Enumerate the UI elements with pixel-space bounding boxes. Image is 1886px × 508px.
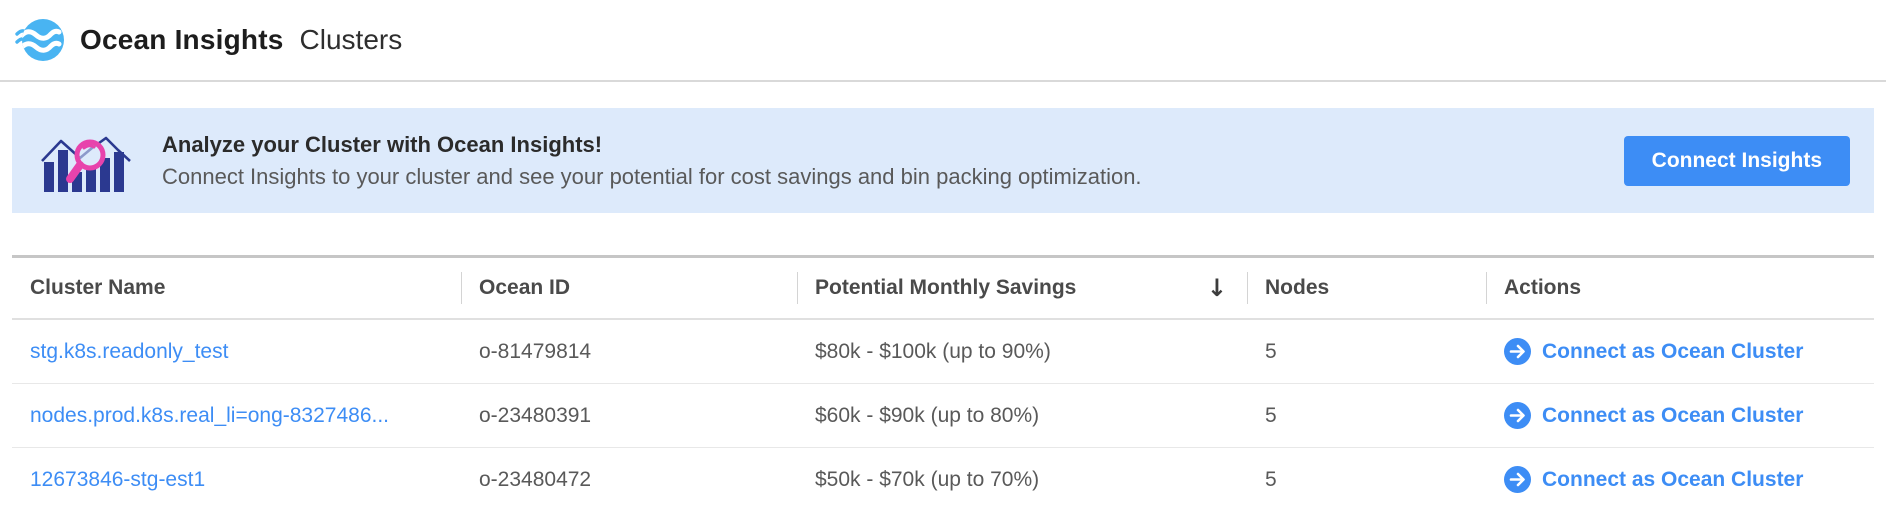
- table-row: 12673846-stg-est1 o-23480472 $50k - $70k…: [12, 448, 1874, 508]
- clusters-table: Cluster Name Ocean ID Potential Monthly …: [12, 255, 1874, 508]
- table-row: nodes.prod.k8s.real_li=ong-8327486... o-…: [12, 384, 1874, 448]
- connect-as-ocean-cluster-link[interactable]: Connect as Ocean Cluster: [1504, 402, 1803, 429]
- insights-banner: Analyze your Cluster with Ocean Insights…: [12, 108, 1874, 213]
- column-header-nodes[interactable]: Nodes: [1247, 258, 1486, 318]
- page-header: Ocean Insights Clusters: [0, 0, 1886, 82]
- chart-magnifier-icon: [40, 128, 132, 194]
- banner-description: Connect Insights to your cluster and see…: [162, 163, 1142, 189]
- cluster-name-link[interactable]: 12673846-stg-est1: [30, 467, 206, 491]
- app-title: Ocean Insights: [80, 24, 284, 55]
- cluster-name-link[interactable]: stg.k8s.readonly_test: [30, 339, 229, 363]
- ocean-id-value: o-23480472: [479, 467, 592, 491]
- cluster-name-link[interactable]: nodes.prod.k8s.real_li=ong-8327486...: [30, 403, 390, 427]
- column-header-actions: Actions: [1486, 258, 1874, 318]
- nodes-value: 5: [1265, 467, 1277, 491]
- column-header-cluster-name[interactable]: Cluster Name: [30, 276, 166, 299]
- connect-as-ocean-cluster-link[interactable]: Connect as Ocean Cluster: [1504, 466, 1803, 493]
- connect-insights-button[interactable]: Connect Insights: [1623, 135, 1850, 186]
- sort-descending-icon[interactable]: ↓: [1206, 274, 1227, 302]
- column-header-savings[interactable]: Potential Monthly Savings ↓: [797, 258, 1247, 318]
- savings-value: $60k - $90k (up to 80%): [815, 403, 1040, 427]
- arrow-right-circle-icon: [1504, 466, 1531, 493]
- savings-value: $50k - $70k (up to 70%): [815, 467, 1040, 491]
- ocean-logo-icon: [14, 16, 66, 64]
- page-title: Clusters: [299, 24, 403, 55]
- ocean-id-value: o-81479814: [479, 339, 592, 363]
- banner-title: Analyze your Cluster with Ocean Insights…: [162, 131, 603, 157]
- table-header-row: Cluster Name Ocean ID Potential Monthly …: [12, 258, 1874, 320]
- arrow-right-circle-icon: [1504, 338, 1531, 365]
- column-header-ocean-id[interactable]: Ocean ID: [461, 258, 797, 318]
- savings-value: $80k - $100k (up to 90%): [815, 339, 1051, 363]
- table-row: stg.k8s.readonly_test o-81479814 $80k - …: [12, 320, 1874, 384]
- ocean-id-value: o-23480391: [479, 403, 592, 427]
- arrow-right-circle-icon: [1504, 402, 1531, 429]
- connect-as-ocean-cluster-link[interactable]: Connect as Ocean Cluster: [1504, 338, 1803, 365]
- nodes-value: 5: [1265, 339, 1277, 363]
- nodes-value: 5: [1265, 403, 1277, 427]
